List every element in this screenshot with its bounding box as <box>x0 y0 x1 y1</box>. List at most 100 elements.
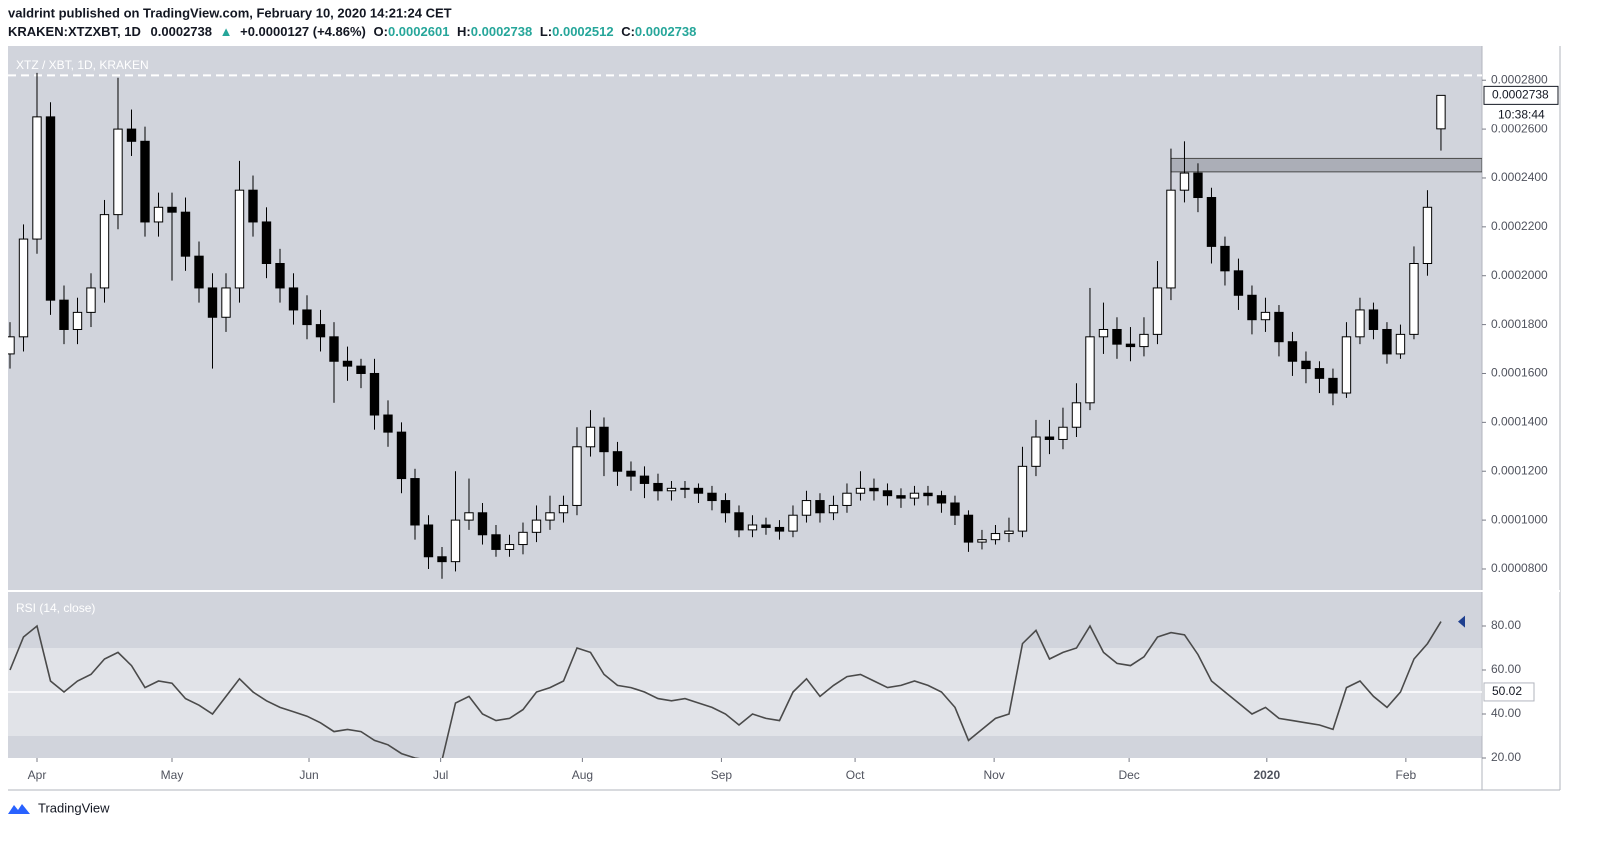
y-tick-label: 0.0001600 <box>1491 366 1548 380</box>
candle-body <box>761 524 771 528</box>
candle-body <box>990 533 1001 541</box>
rsi-hint-label: 50.02 <box>1492 684 1522 698</box>
candle-body <box>963 514 974 543</box>
candle-body <box>45 116 56 301</box>
candle-body <box>977 539 987 543</box>
last-price: 0.0002738 <box>151 24 212 39</box>
x-tick-label: Jul <box>433 768 448 782</box>
candle-body <box>882 490 893 497</box>
candle-body <box>140 140 150 223</box>
candle-body <box>747 524 758 531</box>
candle-body <box>572 446 582 506</box>
candle-body <box>855 487 866 494</box>
candle-body <box>869 487 879 492</box>
candle-body <box>248 189 258 223</box>
candle-body <box>410 478 420 526</box>
candle-body <box>1017 465 1028 532</box>
candle-body <box>545 512 555 521</box>
low: 0.0002512 <box>552 24 613 39</box>
candle-body <box>86 287 96 313</box>
candle-body <box>923 492 933 497</box>
candle-body <box>1179 172 1190 191</box>
candle-body <box>585 426 596 448</box>
rsi-line <box>9 621 1442 758</box>
candle-body <box>437 556 447 563</box>
y-tick-label: 0.0001400 <box>1491 415 1548 429</box>
candle-body <box>1125 343 1136 348</box>
candle-body <box>666 487 677 492</box>
x-tick-label: Nov <box>983 768 1004 782</box>
high-label: H: <box>457 24 471 39</box>
candle-body <box>653 482 663 492</box>
candle-body <box>909 492 920 499</box>
candle-body <box>329 336 339 362</box>
high: 0.0002738 <box>471 24 532 39</box>
candle-body <box>207 287 218 318</box>
candle-body <box>1085 336 1095 404</box>
candle-body <box>612 451 623 472</box>
price-pane <box>8 46 1482 590</box>
candle-body <box>167 206 177 213</box>
candle-body <box>194 255 204 289</box>
x-tick-label: Sep <box>711 768 733 782</box>
candle-body <box>815 500 825 514</box>
pane-title: XTZ / XBT, 1D, KRAKEN <box>16 58 149 72</box>
candle-body <box>599 426 609 453</box>
candle-body <box>626 470 636 477</box>
y-tick-label: 0.0000800 <box>1491 561 1548 575</box>
rsi-hint-box <box>1483 682 1535 702</box>
candle-body <box>8 336 15 355</box>
candle-body <box>113 128 123 216</box>
candle-body <box>59 299 69 330</box>
candle-body <box>72 311 83 330</box>
candle-body <box>180 211 191 257</box>
y-tick-label: 0.0001000 <box>1491 512 1548 526</box>
y-tick-label: 0.0002000 <box>1491 268 1548 282</box>
x-tick-label: Aug <box>572 768 593 782</box>
rsi-marker <box>1458 615 1465 628</box>
candle-body <box>1395 333 1406 355</box>
x-tick-label: May <box>161 768 184 782</box>
candle-body <box>491 534 501 550</box>
candle-body <box>1341 336 1352 394</box>
y-tick-label: 0.0002800 <box>1491 72 1548 86</box>
close: 0.0002738 <box>635 24 696 39</box>
candle-body <box>261 221 272 265</box>
candle-body <box>504 544 515 550</box>
y-tick-label: 80.00 <box>1491 618 1521 632</box>
candle-body <box>1206 197 1217 247</box>
candle-body <box>720 500 731 514</box>
candle-body <box>356 365 366 374</box>
countdown: 10:38:44 <box>1498 108 1545 122</box>
symbol: KRAKEN:XTZXBT, 1D <box>8 24 141 39</box>
candle-body <box>99 214 110 289</box>
candle-body <box>1031 436 1041 467</box>
candle-body <box>693 487 704 494</box>
candle-body <box>396 431 407 480</box>
x-tick-label: Oct <box>846 768 865 782</box>
rsi-pane <box>8 592 1482 758</box>
change: +0.0000127 (+4.86%) <box>240 24 366 39</box>
candle-body <box>1274 311 1284 343</box>
y-tick-label: 0.0001200 <box>1491 463 1548 477</box>
candle-body <box>936 495 947 504</box>
candle-body <box>1139 333 1149 348</box>
candle-body <box>828 504 839 514</box>
low-label: L: <box>540 24 552 39</box>
y-tick-label: 0.0001800 <box>1491 317 1548 331</box>
candle-body <box>1287 341 1298 362</box>
y-tick-label: 0.0002600 <box>1491 121 1548 135</box>
candle-body <box>464 512 474 521</box>
candle-body <box>126 128 137 142</box>
close-label: C: <box>621 24 635 39</box>
change-arrow: ▲ <box>220 24 233 39</box>
candle-body <box>1166 189 1176 289</box>
brand: TradingView <box>38 800 110 815</box>
candle-body <box>1193 172 1203 199</box>
x-tick-label: Jun <box>299 768 318 782</box>
candle-body <box>477 512 488 536</box>
open-label: O: <box>374 24 388 39</box>
candle-body <box>1301 360 1311 370</box>
pane-title: RSI (14, close) <box>16 601 95 615</box>
